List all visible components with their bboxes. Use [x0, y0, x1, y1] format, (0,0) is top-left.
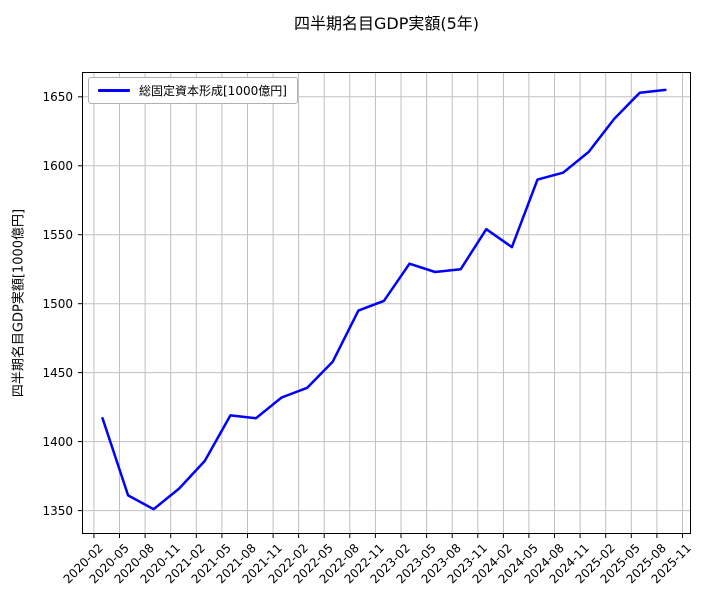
y-tick-label: 1450 — [42, 365, 73, 380]
legend-line-swatch — [98, 89, 130, 92]
axes-spines — [82, 72, 691, 534]
legend: 総固定資本形成[1000億円] — [88, 77, 298, 104]
y-tick-label: 1600 — [42, 158, 73, 173]
plot-area — [78, 72, 691, 538]
y-tick-label: 1550 — [42, 227, 73, 242]
data-line — [101, 88, 667, 511]
y-tick-label: 1350 — [42, 503, 73, 518]
y-tick-label: 1400 — [42, 434, 73, 449]
y-tick-label: 1500 — [42, 296, 73, 311]
y-tick-label: 1650 — [42, 89, 73, 104]
chart-title: 四半期名目GDP実額(5年) — [293, 14, 480, 33]
legend-label: 総固定資本形成[1000億円] — [139, 84, 287, 98]
